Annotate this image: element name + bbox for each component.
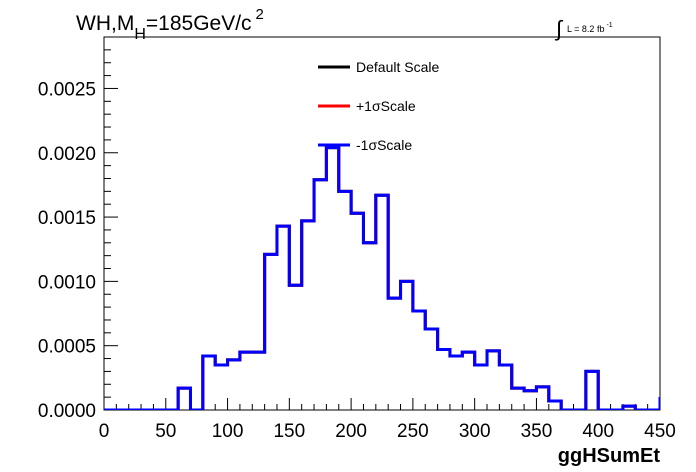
legend-label-2: -1σScale — [356, 137, 412, 153]
series-line-0 — [104, 146, 660, 410]
lumi-integral: ∫ — [554, 16, 564, 41]
x-axis-title: ggHSumEt — [558, 445, 661, 467]
y-tick-label: 0.0005 — [38, 337, 96, 358]
legend-label-1: +1σScale — [356, 98, 416, 114]
title-superscript: 2 — [256, 6, 264, 23]
x-tick-label: 0 — [99, 421, 110, 442]
legend: Default Scale +1σScale -1σScale — [318, 59, 439, 153]
y-tick-label: 0.0000 — [38, 401, 96, 422]
series-line-1 — [104, 146, 660, 410]
series-layer — [104, 146, 660, 410]
lumi-label: L = 8.2 fb -1 — [567, 22, 613, 34]
series-line-2 — [104, 146, 660, 410]
x-tick-label: 100 — [212, 421, 244, 442]
chart-title: WH,MH=185GeV/c 2 — [76, 6, 264, 43]
x-tick-label: 50 — [155, 421, 176, 442]
y-tick-label: 0.0020 — [38, 144, 96, 165]
y-axis: 0.0000 0.0005 0.0010 0.0015 0.0020 0.0025 — [38, 36, 118, 422]
legend-label-0: Default Scale — [356, 59, 439, 75]
title-subscript: H — [134, 26, 146, 43]
x-tick-label: 250 — [397, 421, 429, 442]
y-tick-label: 0.0015 — [38, 208, 96, 229]
title-mid: =185GeV/c — [146, 12, 252, 35]
x-tick-label: 300 — [459, 421, 491, 442]
x-tick-label: 450 — [644, 421, 676, 442]
title-prefix: WH,M — [76, 12, 134, 35]
lumi-text: L = 8.2 fb — [567, 24, 604, 34]
x-tick-label: 350 — [521, 421, 553, 442]
x-axis: 0 50 100 150 200 250 300 350 400 450 — [99, 398, 676, 442]
y-tick-label: 0.0010 — [38, 272, 96, 293]
x-tick-label: 200 — [335, 421, 367, 442]
x-tick-label: 150 — [273, 421, 305, 442]
y-tick-label: 0.0025 — [38, 79, 96, 100]
lumi-sup: -1 — [606, 22, 612, 29]
x-tick-label: 400 — [582, 421, 614, 442]
plot-frame — [103, 36, 661, 411]
